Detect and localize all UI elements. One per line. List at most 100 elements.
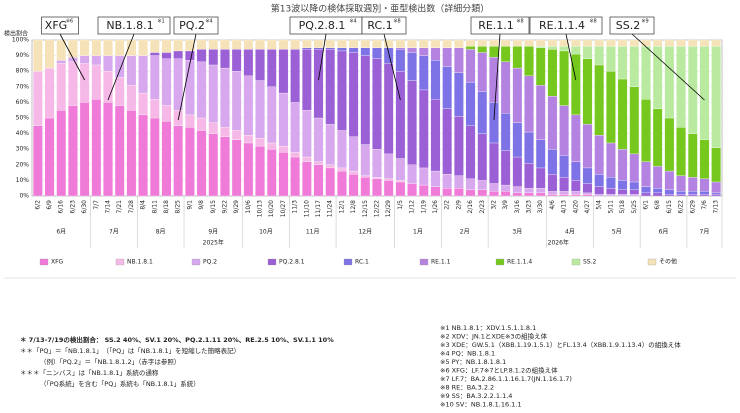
x-tick-label: 11/3 [292, 200, 299, 214]
bar-segment [302, 161, 312, 197]
bar-segment [582, 39, 593, 47]
bar-segment [278, 49, 289, 94]
bar-segment [313, 164, 324, 197]
bar-segment [372, 149, 382, 178]
x-tick-label: 10/6 [245, 200, 252, 214]
bar-segment [208, 39, 219, 50]
bar-segment [687, 39, 698, 47]
bar-segment [313, 39, 324, 48]
legend-label: PQ.2.8.1 [279, 259, 305, 266]
bar-segment [126, 85, 137, 111]
bar-segment [360, 144, 371, 176]
x-tick-label: 3/16 [514, 200, 521, 214]
footnote: ※4 PQ：NB.1.8.1 [440, 350, 495, 358]
bar-segment [652, 192, 663, 197]
bar-segment [641, 186, 651, 194]
bar-segment [512, 39, 523, 47]
bar-segment [418, 184, 429, 197]
year-label: 2026年 [548, 239, 569, 247]
y-tick-label: 30% [16, 146, 30, 153]
bar-segment [161, 39, 172, 53]
bar-segment [535, 47, 546, 86]
bar-segment [337, 130, 347, 169]
x-tick-label: 8/25 [175, 200, 182, 214]
bar-segment [302, 47, 312, 50]
bar-segment [161, 120, 172, 197]
bar-segment [606, 194, 616, 197]
x-tick-label: 2/23 [479, 200, 486, 214]
bar-segment [243, 49, 254, 77]
bar-segment [255, 39, 265, 50]
bar-segment [454, 39, 464, 48]
bar-segment [68, 105, 78, 197]
bar-segment [477, 189, 488, 197]
footnote: （「PQ系統」を含む「PQ」系統も「NB.1.8.1」系統） [40, 379, 200, 388]
bar-segment [582, 46, 593, 59]
bar-segment [372, 39, 382, 48]
month-label: 4月 [565, 229, 575, 236]
bar-segment [500, 150, 511, 186]
bar-segment [383, 47, 394, 64]
x-tick-label: 7/7 [93, 200, 100, 210]
bar-segment [582, 192, 593, 195]
legend-label: SS.2 [583, 259, 597, 266]
month-label: 6月 [56, 229, 66, 236]
bar-segment [465, 178, 476, 190]
bar-segment [570, 191, 581, 195]
bar-segment [208, 64, 219, 123]
x-tick-label: 1/26 [432, 200, 439, 214]
bar-segment [606, 177, 616, 189]
x-tick-label: 4/13 [561, 200, 568, 214]
bar-segment [606, 39, 616, 47]
bar-segment [395, 39, 406, 48]
bar-segment [687, 194, 698, 197]
legend-swatch [343, 258, 353, 266]
legend-label: PQ.2 [203, 259, 217, 266]
bar-segment [547, 49, 558, 97]
bar-segment [173, 125, 184, 197]
bar-segment [465, 49, 476, 83]
x-tick-label: 1/5 [397, 200, 404, 210]
month-label: 7月 [109, 229, 119, 236]
annotation-note: ※1 [157, 19, 164, 25]
bar-segment [161, 58, 172, 106]
bar-segment [465, 125, 476, 179]
bar-segment [348, 174, 359, 197]
bar-segment [489, 142, 499, 184]
bar-segment [138, 39, 148, 56]
annotation-box [361, 16, 407, 35]
bar-segment [465, 81, 476, 126]
bar-segment [91, 55, 102, 66]
bar-segment [547, 174, 558, 192]
bar-segment [243, 39, 254, 50]
x-tick-label: 8/11 [151, 200, 158, 214]
bar-segment [337, 170, 347, 197]
bar-segment [489, 39, 499, 47]
bar-segment [243, 142, 254, 197]
bar-segment [360, 175, 371, 178]
bar-segment [114, 39, 125, 56]
bar-segment [383, 180, 394, 197]
bar-segment [290, 39, 300, 50]
bar-segment [594, 64, 605, 136]
legend-swatch [571, 258, 581, 266]
bar-segment [442, 66, 452, 109]
bar-segment [535, 39, 546, 47]
bar-segment [594, 39, 605, 47]
x-tick-label: 1/12 [409, 200, 416, 214]
bar-segment [687, 177, 698, 192]
annotation-arrow [177, 33, 197, 121]
bar-segment [220, 136, 230, 197]
bar-segment [290, 49, 300, 103]
bar-segment [699, 46, 710, 140]
bar-segment [617, 78, 628, 150]
bar-segment [699, 191, 710, 195]
x-tick-label: 9/15 [210, 200, 217, 214]
y-tick-label: 60% [16, 99, 30, 106]
bar-segment [44, 67, 55, 119]
bar-segment [278, 152, 289, 197]
bar-segment [33, 39, 43, 72]
month-label: 5月 [612, 229, 622, 236]
bar-segment [641, 161, 651, 187]
bar-segment [500, 184, 511, 192]
